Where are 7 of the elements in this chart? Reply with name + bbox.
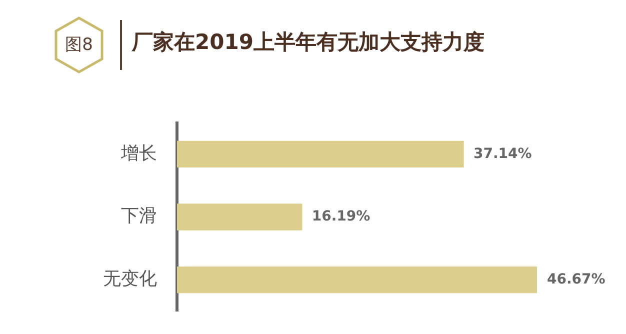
y-tick-label: 增长 (120, 142, 157, 164)
chart-title: 厂家在2019上半年有无加大支持力度 (132, 29, 484, 56)
y-tick-label: 无变化 (103, 268, 157, 290)
data-label: 16.19% (312, 208, 370, 225)
data-label: 37.14% (473, 146, 532, 162)
y-tick-label: 下滑 (121, 206, 157, 227)
data-label: 46.67% (547, 271, 606, 288)
